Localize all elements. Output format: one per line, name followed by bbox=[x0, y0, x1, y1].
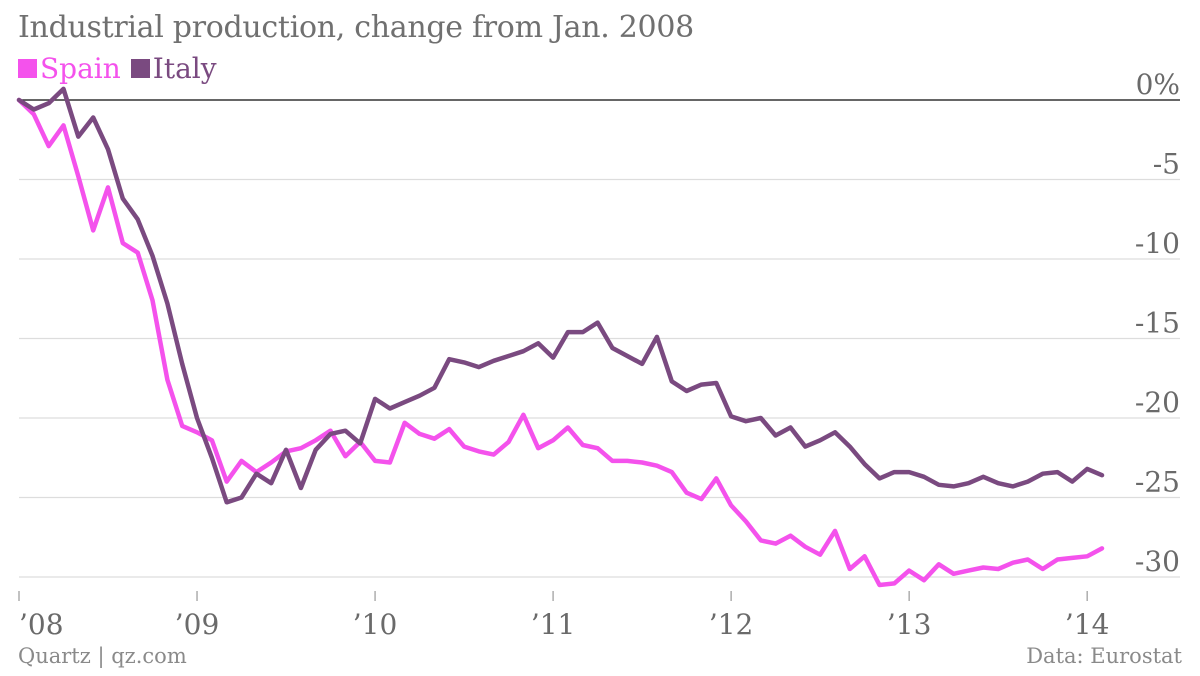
y-tick-label: -30 bbox=[1135, 545, 1180, 578]
footer-source: Data: Eurostat bbox=[1026, 644, 1182, 668]
series-line-italy bbox=[16, 86, 1105, 505]
x-tick-label: ’11 bbox=[531, 608, 576, 641]
chart-title: Industrial production, change from Jan. … bbox=[18, 10, 694, 45]
legend-label-spain: Spain bbox=[40, 52, 121, 85]
y-tick-label: -20 bbox=[1135, 386, 1180, 419]
x-tick-label: ’10 bbox=[353, 608, 398, 641]
series-line-spain bbox=[16, 97, 1105, 588]
y-tick-label: -25 bbox=[1135, 466, 1180, 499]
series-layer bbox=[16, 86, 1105, 588]
legend-item-spain: Spain bbox=[18, 52, 121, 85]
grid-layer bbox=[19, 99, 1180, 578]
legend-label-italy: Italy bbox=[152, 52, 217, 85]
y-tick-label: -15 bbox=[1135, 307, 1180, 340]
footer-credit: Quartz | qz.com bbox=[18, 644, 187, 668]
y-tick-label: -10 bbox=[1135, 227, 1180, 260]
y-tick-label: -5 bbox=[1153, 148, 1180, 181]
legend-swatch-italy bbox=[130, 59, 150, 78]
chart-legend: Spain Italy bbox=[18, 52, 227, 85]
legend-swatch-spain bbox=[18, 59, 37, 78]
x-axis: ’08 ’09 ’10 ’11 ’12 ’13 ’14 bbox=[18, 591, 1110, 641]
y-axis-labels: 0% -5 -10 -15 -20 -25 -30 bbox=[1135, 68, 1180, 578]
x-tick-label: ’12 bbox=[709, 608, 754, 641]
y-tick-label: 0% bbox=[1136, 68, 1180, 101]
x-tick-label: ’14 bbox=[1065, 608, 1110, 641]
x-tick-label: ’09 bbox=[175, 608, 220, 641]
legend-item-italy: Italy bbox=[130, 52, 217, 85]
x-tick-label: ’13 bbox=[887, 608, 932, 641]
x-tick-label: ’08 bbox=[19, 608, 64, 641]
